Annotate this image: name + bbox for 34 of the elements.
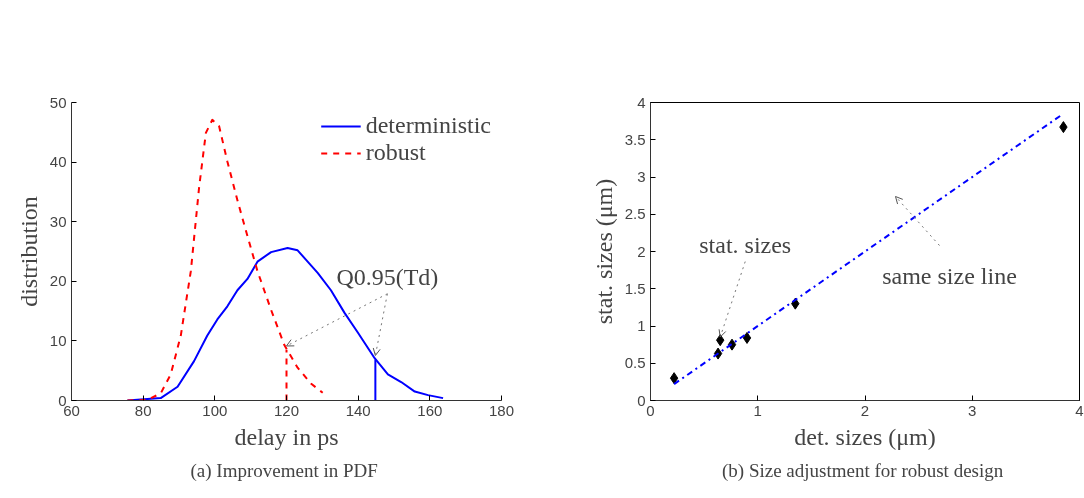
y-tick-label: 50 — [49, 93, 67, 111]
y-tick-label: 1.5 — [624, 279, 646, 297]
y-tick-label: 20 — [49, 272, 67, 290]
legend-label: robust — [365, 139, 426, 166]
y-tick-label: 2.5 — [624, 205, 646, 223]
y-tick-label: 3 — [637, 168, 646, 185]
y-tick-label: 30 — [49, 212, 67, 230]
x-tick-label: 2 — [860, 401, 870, 419]
annotation: Q0.95(Td) — [336, 263, 439, 290]
x-tick-label: 180 — [488, 401, 515, 419]
x-tick-label: 140 — [345, 401, 371, 419]
y-axis-title: distribution — [15, 196, 42, 307]
y-tick-label: 2 — [637, 242, 646, 260]
y-tick-label: 0.5 — [624, 354, 646, 372]
y-axis-title: stat. sizes (μm) — [590, 178, 617, 325]
x-tick-label: 80 — [134, 401, 152, 419]
y-tick-label: 3.5 — [624, 130, 646, 148]
x-tick-label: 120 — [273, 401, 300, 419]
x-tick-label: 4 — [1075, 401, 1084, 419]
x-tick-label: 1 — [753, 401, 762, 419]
x-axis-title: det. sizes (μm) — [794, 423, 936, 450]
text: (b) Size adjustment for robust design — [722, 459, 1004, 482]
y-tick-label: 4 — [637, 93, 646, 111]
x-axis-title: delay in ps — [234, 423, 339, 450]
y-tick-label: 1 — [637, 317, 646, 334]
text: (a) Improvement in PDF — [190, 459, 378, 482]
y-tick-label: 40 — [49, 153, 67, 171]
legend-label: deterministic — [365, 112, 491, 139]
annotation: same size line — [882, 262, 1017, 289]
y-tick-label: 10 — [49, 331, 67, 349]
x-tick-label: 3 — [968, 401, 977, 419]
annotation: stat. sizes — [699, 232, 792, 259]
x-tick-label: 160 — [417, 401, 443, 419]
x-tick-label: 100 — [202, 401, 228, 419]
